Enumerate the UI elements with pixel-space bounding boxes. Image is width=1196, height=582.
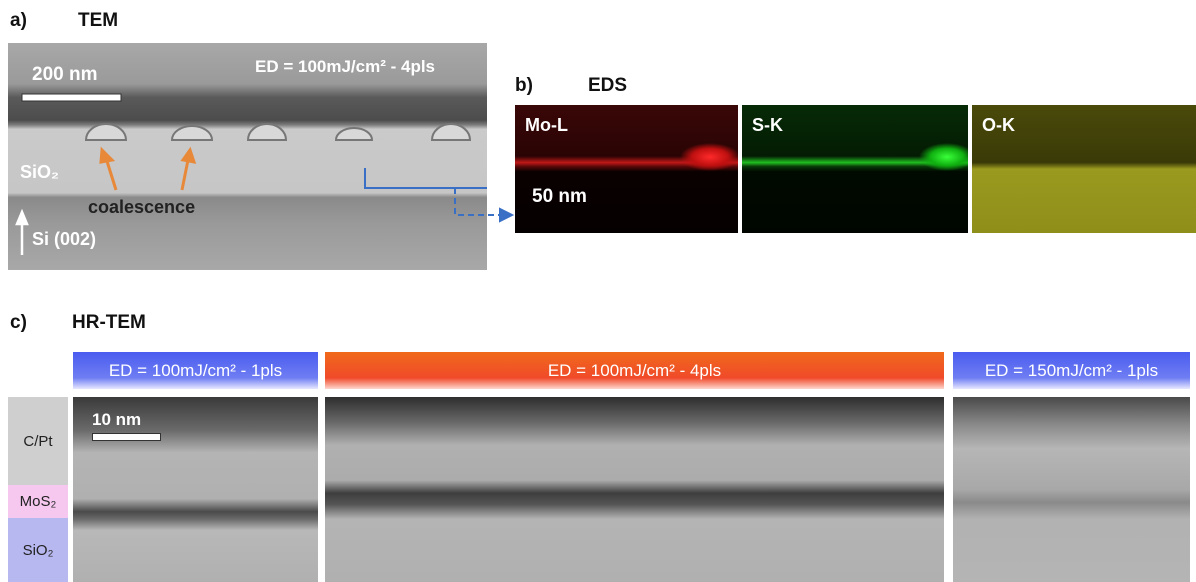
condition-bar: ED = 100mJ/cm² - 4pls bbox=[325, 352, 944, 389]
hrtem-image bbox=[325, 397, 944, 582]
map-label: O-K bbox=[982, 115, 1015, 136]
scale-bar-label: 50 nm bbox=[532, 186, 587, 208]
layer-label: SiO₂ bbox=[8, 518, 68, 582]
layer-label: MoS₂ bbox=[8, 485, 68, 518]
map-label: S-K bbox=[752, 115, 783, 136]
condition-bar: ED = 100mJ/cm² - 1pls bbox=[73, 352, 318, 389]
layer-label: SiO₂ bbox=[20, 162, 59, 183]
hrtem-image bbox=[953, 397, 1190, 582]
condition-bar: ED = 150mJ/cm² - 1pls bbox=[953, 352, 1190, 389]
panel-title: EDS bbox=[588, 75, 627, 97]
scale-bar-label: 10 nm bbox=[92, 410, 141, 430]
layer-label: C/Pt bbox=[8, 397, 68, 485]
figure: a) TEM 200 nm ED = 100mJ/cm² - 4pls SiO₂… bbox=[0, 0, 1196, 582]
condition: ED = 100mJ/cm² - 4pls bbox=[255, 57, 435, 77]
substrate-label: Si (002) bbox=[32, 229, 96, 250]
map-label: Mo-L bbox=[525, 115, 568, 136]
panel-label: c) bbox=[10, 312, 27, 334]
scale-bar-label: 200 nm bbox=[32, 64, 97, 86]
annotation: coalescence bbox=[88, 197, 195, 218]
panel-title: HR-TEM bbox=[72, 312, 146, 334]
panel-label: b) bbox=[515, 75, 533, 97]
scale-bar bbox=[92, 433, 161, 441]
